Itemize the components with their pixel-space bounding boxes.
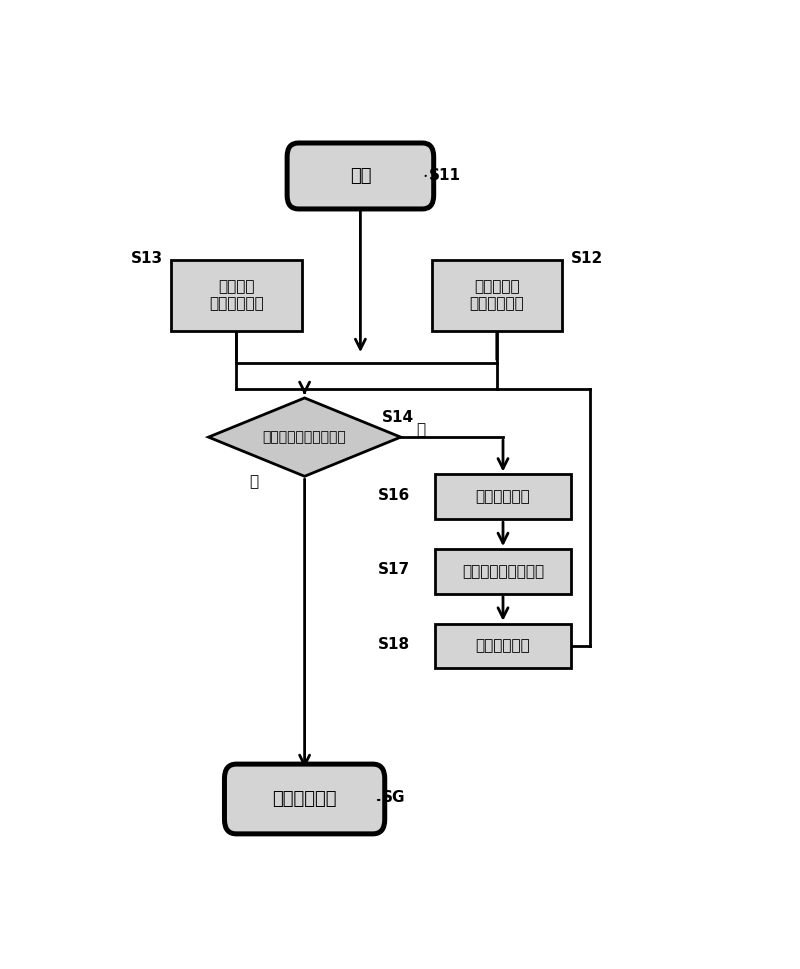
Text: 是: 是 <box>249 475 258 489</box>
FancyBboxPatch shape <box>435 624 571 669</box>
Text: 配准到统计血管模型: 配准到统计血管模型 <box>462 564 544 578</box>
Text: 建立空的
统计血管模型: 建立空的 统计血管模型 <box>209 279 264 312</box>
FancyBboxPatch shape <box>171 260 302 330</box>
Text: S17: S17 <box>378 562 410 578</box>
FancyBboxPatch shape <box>225 765 385 834</box>
Text: 检查了训练数据集合？: 检查了训练数据集合？ <box>262 430 346 444</box>
Polygon shape <box>209 398 401 477</box>
Text: S12: S12 <box>571 251 603 266</box>
FancyBboxPatch shape <box>432 260 562 330</box>
Text: 融合血管模型: 融合血管模型 <box>476 639 530 653</box>
Text: 加载存在的
统计血管模型: 加载存在的 统计血管模型 <box>470 279 524 312</box>
FancyBboxPatch shape <box>435 475 571 519</box>
FancyBboxPatch shape <box>287 143 434 209</box>
Text: 提取血管模型: 提取血管模型 <box>476 489 530 504</box>
Text: S14: S14 <box>382 410 414 425</box>
Text: 开始: 开始 <box>350 167 371 185</box>
Text: SG: SG <box>382 790 406 805</box>
Text: S16: S16 <box>378 487 410 503</box>
Text: S13: S13 <box>131 251 163 266</box>
Text: 否: 否 <box>416 422 426 437</box>
Text: S18: S18 <box>378 637 410 652</box>
FancyBboxPatch shape <box>435 549 571 594</box>
Text: S11: S11 <box>429 168 461 183</box>
Text: 建立统计模型: 建立统计模型 <box>272 790 337 808</box>
